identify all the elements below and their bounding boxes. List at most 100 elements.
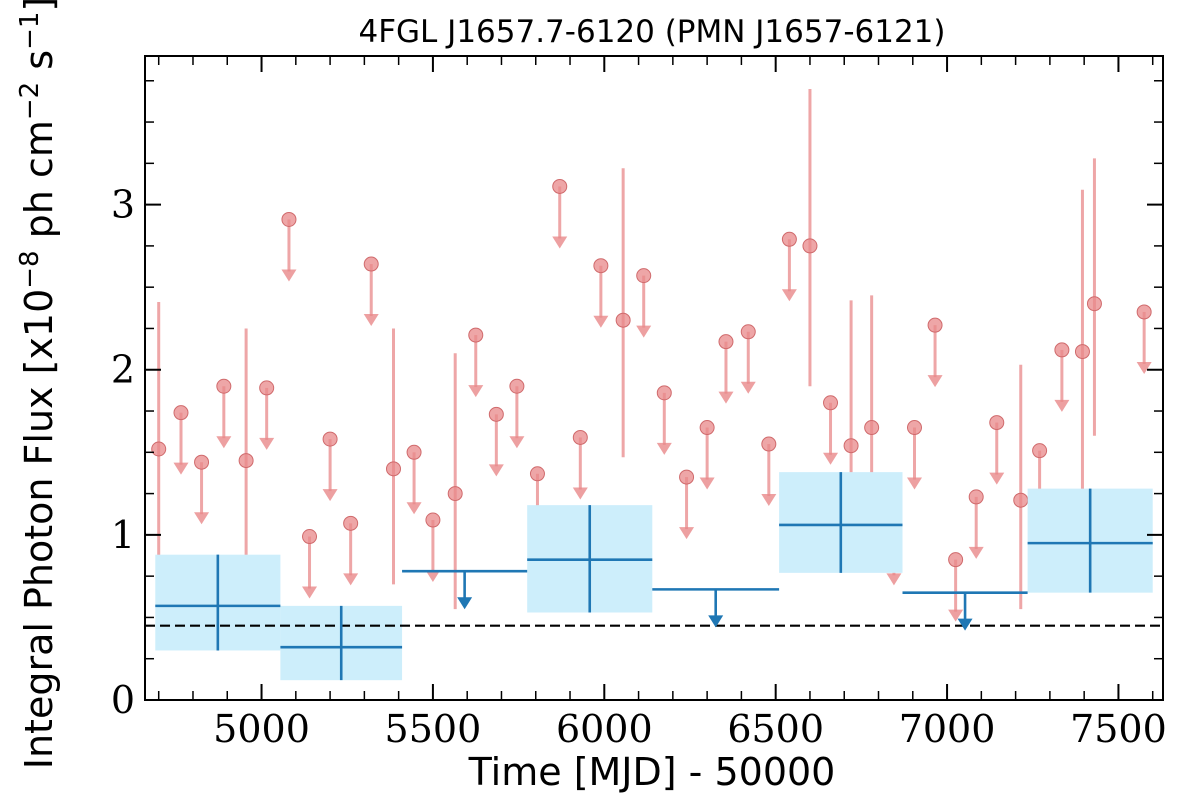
short-bin-upper-limit-point — [718, 334, 734, 350]
short-bin-upper-limit-point — [656, 385, 672, 401]
x-tick-label: 6500 — [727, 707, 824, 751]
short-bin-upper-limit-arrow — [468, 385, 484, 398]
short-bin-upper-limit-point — [679, 469, 695, 485]
short-bin-upper-limit-point — [173, 405, 189, 421]
short-bin-upper-limit-arrow — [699, 477, 715, 490]
short-bin-point — [843, 438, 859, 454]
short-bin-upper-limit-point — [425, 512, 441, 528]
short-bin-upper-limit-arrow — [823, 452, 839, 465]
x-axis-label: Time [MJD] - 50000 — [468, 750, 836, 794]
short-bin-upper-limit-point — [302, 529, 318, 545]
short-bin-series — [151, 89, 1152, 622]
short-bin-upper-limit-point — [488, 406, 504, 422]
short-bin-point — [864, 420, 880, 436]
short-bin-point — [386, 461, 402, 477]
plot-frame — [144, 55, 1164, 701]
short-bin-upper-limit-point — [343, 515, 359, 531]
short-bin-upper-limit-point — [948, 552, 964, 568]
short-bin-upper-limit-arrow — [259, 437, 275, 450]
short-bin-upper-limit-arrow — [425, 570, 441, 583]
short-bin-upper-limit-arrow — [781, 289, 797, 302]
short-bin-upper-limit-point — [468, 327, 484, 343]
short-bin-point — [1086, 296, 1102, 312]
short-bin-point — [447, 486, 463, 502]
short-bin-upper-limit-arrow — [322, 489, 338, 502]
long-bin-bands — [155, 472, 1153, 681]
short-bin-upper-limit-arrow — [636, 325, 652, 338]
short-bin-upper-limit-arrow — [1136, 361, 1152, 374]
short-bin-upper-limit-point — [781, 231, 797, 247]
short-bin-upper-limit-point — [740, 324, 756, 340]
short-bin-upper-limit-arrow — [679, 527, 695, 540]
y-axis-label-exp2: −2 — [15, 82, 45, 120]
long-bin-upper-limit-arrow — [457, 597, 473, 610]
short-bin-point — [615, 312, 631, 328]
short-bin-upper-limit-arrow — [363, 314, 379, 327]
x-tick-label: 7000 — [899, 707, 996, 751]
short-bin-upper-limit-arrow — [572, 487, 588, 500]
short-bin-upper-limit-point — [593, 258, 609, 274]
short-bin-point — [151, 441, 167, 457]
short-bin-upper-limit-point — [906, 420, 922, 436]
short-bin-point — [238, 453, 254, 469]
short-bin-upper-limit-arrow — [927, 375, 943, 388]
short-bin-upper-limit-arrow — [173, 462, 189, 475]
long-bin-upper-limit-arrow — [708, 615, 724, 628]
short-bin-upper-limit-arrow — [1054, 399, 1070, 412]
y-axis-label-pre: Integral Photon Flux [x10 — [17, 289, 61, 770]
short-bin-point — [1013, 492, 1029, 508]
short-bin-upper-limit-arrow — [948, 609, 964, 622]
short-bin-upper-limit-point — [259, 380, 275, 396]
y-tick-label: 2 — [111, 348, 135, 392]
short-bin-upper-limit-arrow — [886, 573, 902, 586]
y-axis-label-mid: ph cm — [17, 120, 61, 250]
y-axis-label: Integral Photon Flux [x10−8 ph cm−2 s−1] — [15, 0, 61, 769]
short-bin-upper-limit-arrow — [488, 464, 504, 477]
y-axis-label-exp1: −8 — [15, 250, 45, 288]
short-bin-upper-limit-arrow — [906, 477, 922, 490]
short-bin-upper-limit-point — [927, 317, 943, 333]
y-axis-label-mid2: s — [17, 50, 61, 82]
short-bin-upper-limit-arrow — [343, 573, 359, 586]
short-bin-upper-limit-point — [572, 429, 588, 445]
long-bin-series — [155, 472, 1153, 681]
short-bin-upper-limit-arrow — [740, 381, 756, 394]
chart-title: 4FGL J1657.7-6120 (PMN J1657-6121) — [358, 14, 945, 50]
y-tick-label: 3 — [111, 183, 135, 227]
y-tick-label: 0 — [111, 678, 135, 722]
short-bin-upper-limit-point — [406, 444, 422, 460]
short-bin-upper-limit-arrow — [718, 391, 734, 404]
short-bin-upper-limit-point — [636, 268, 652, 284]
short-bin-upper-limit-arrow — [281, 269, 297, 282]
short-bin-upper-limit-point — [1136, 304, 1152, 320]
short-bin-upper-limit-point — [761, 436, 777, 452]
short-bin-upper-limit-point — [322, 431, 338, 447]
x-tick-label: 6000 — [556, 707, 653, 751]
y-axis-label-post: ] — [17, 0, 61, 12]
short-bin-upper-limit-point — [194, 454, 210, 470]
short-bin-upper-limit-arrow — [406, 502, 422, 515]
short-bin-upper-limit-point — [1054, 342, 1070, 358]
short-bin-upper-limit-arrow — [216, 436, 232, 449]
short-bin-upper-limit-arrow — [509, 436, 525, 449]
short-bin-upper-limit-point — [552, 178, 568, 194]
short-bin-upper-limit-arrow — [194, 512, 210, 525]
short-bin-upper-limit-point — [1032, 443, 1048, 459]
short-bin-upper-limit-arrow — [968, 546, 984, 559]
short-bin-point — [802, 238, 818, 254]
long-bin-upper-limit-arrow — [957, 618, 973, 631]
y-tick-label: 1 — [111, 513, 135, 557]
short-bin-upper-limit-point — [699, 420, 715, 436]
plot-axes: 5000 5500 6000 6500 7000 7500 0 1 2 3 — [111, 55, 1167, 751]
x-tick-label: 5500 — [385, 707, 482, 751]
short-bin-upper-limit-point — [509, 378, 525, 394]
y-axis-label-exp3: −1 — [15, 12, 45, 50]
short-bin-upper-limit-arrow — [552, 236, 568, 249]
short-bin-upper-limit-point — [363, 256, 379, 272]
short-bin-upper-limit-point — [968, 489, 984, 505]
x-tick-label: 5000 — [213, 707, 310, 751]
short-bin-upper-limit-arrow — [761, 494, 777, 507]
short-bin-upper-limit-arrow — [593, 315, 609, 328]
short-bin-upper-limit-arrow — [656, 442, 672, 455]
